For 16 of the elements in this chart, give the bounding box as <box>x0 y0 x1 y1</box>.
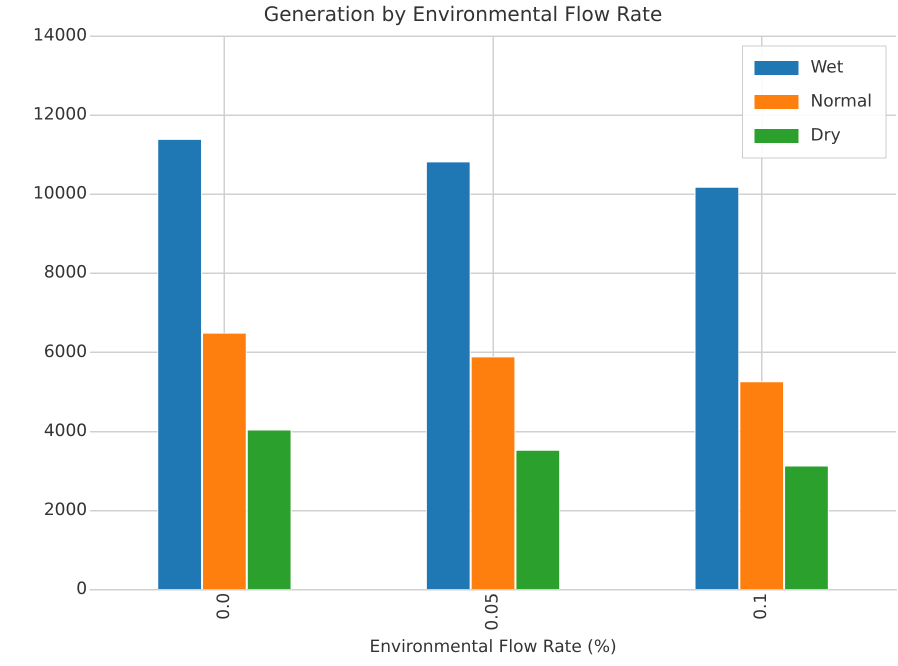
y-tick-label: 14000 <box>32 25 88 46</box>
x-tick-label: 0.0 <box>214 592 234 620</box>
legend-label: Wet <box>810 57 844 78</box>
y-tick-label: 8000 <box>44 262 88 283</box>
x-tick-label: 0.1 <box>751 592 772 620</box>
y-tick-label: 2000 <box>44 500 88 520</box>
y-tick-label: 10000 <box>32 184 88 204</box>
y-tick-label: 12000 <box>32 104 88 125</box>
y-tick-label: 4000 <box>44 420 88 441</box>
y-tick-label: 0 <box>76 579 88 600</box>
x-tick-label: 0.05 <box>482 592 502 631</box>
chart-title: Generation by Environmental Flow Rate <box>264 2 662 26</box>
x-axis-title: Environmental Flow Rate (%) <box>369 637 617 658</box>
legend-label: Dry <box>810 125 841 146</box>
y-tick-label: 6000 <box>44 342 88 362</box>
legend-label: Normal <box>810 91 872 112</box>
